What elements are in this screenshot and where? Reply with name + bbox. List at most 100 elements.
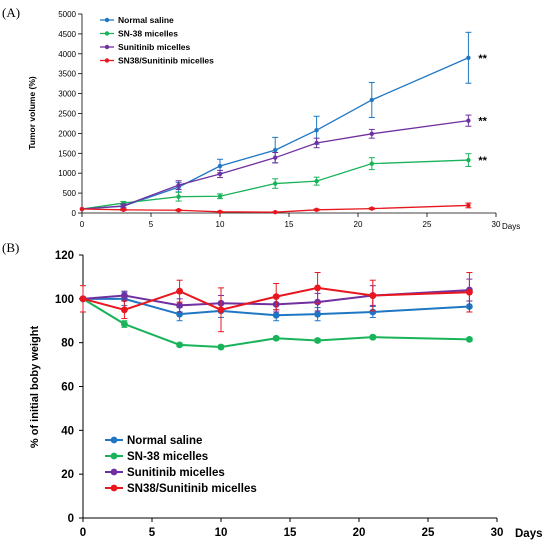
panel-a-y-tick-label: 0 — [72, 209, 77, 218]
panel-b-y-tick-label: 60 — [61, 382, 74, 394]
panel-b-series-sn-38-micelles-point — [314, 337, 321, 344]
panel-a-series-sn38-sunitinib-micelles-point — [369, 206, 374, 211]
panel-a-y-tick-label: 3500 — [58, 70, 76, 79]
panel-b-x-tick-label: 0 — [80, 527, 86, 539]
panel-a-legend-normal-saline-marker — [104, 17, 110, 23]
panel-b-x-tick-label: 25 — [422, 527, 435, 539]
panel-a-series-sn38-sunitinib-micelles-point — [466, 203, 471, 208]
panel-a-series-sunitinib-micelles-point — [217, 171, 223, 177]
panel-a-y-tick-label: 1000 — [58, 169, 76, 178]
panel-b-series-sn-38-micelles-point — [217, 343, 225, 351]
panel-b-plot: 0 5 10 15 20 25 30 0 20 40 60 80 100 120 Normal saline… — [55, 250, 504, 539]
panel-b-series-sn38-sunitinib-micelles — [79, 272, 473, 333]
panel-a-series-sunitinib-micelles-point — [273, 155, 278, 160]
panel-a-series-normal-saline-point — [369, 97, 374, 103]
panel-b-label: (B) — [2, 240, 19, 255]
panel-b-series-sn-38-micelles-point — [121, 320, 128, 328]
panel-b-series-sunitinib-micelles-point — [121, 292, 128, 299]
panel-a-series-sunitinib-micelles-point — [176, 182, 181, 188]
panel-a-x-tick-label: 10 — [216, 220, 225, 229]
panel-b-series-sn38-sunitinib-micelles-point — [121, 306, 128, 314]
panel-b-series-sn-38-micelles-point — [466, 335, 473, 343]
panel-a-legend-sunitinib-micelles-marker — [104, 44, 110, 50]
panel-b-series-normal-saline-point — [314, 310, 321, 318]
panel-b-legend-sn38-sunitinib-micelles: SN38/Sunitinib micelles — [105, 483, 257, 495]
panel-b-legend-sn-38-micelles-label: SN-38 micelles — [127, 451, 208, 463]
panel-a-y-tick-label: 500 — [63, 189, 77, 198]
panel-a-ylabel: Tumor volume (%) — [27, 76, 37, 150]
panel-b-y-tick-label: 80 — [61, 338, 74, 350]
panel-a-plot: 0 5 10 15 20 25 30 0 500 1000 1500 2000 2500 3000 3500… — [58, 10, 501, 229]
panel-a-series-normal-saline-point — [466, 55, 471, 60]
panel-b-series-sn-38-micelles — [79, 295, 473, 351]
panel-b-series-normal-saline-point — [369, 308, 377, 316]
panel-b-legend-sunitinib-micelles-label: Sunitinib micelles — [127, 467, 225, 479]
panel-b-x-tick-label: 15 — [284, 527, 297, 539]
panel-b-x-tick-label: 10 — [215, 527, 228, 539]
panel-b-y-tick-label: 100 — [55, 294, 74, 306]
panel-a-series-sunitinib-micelles-point — [314, 140, 319, 146]
panel-b-series-sn38-sunitinib-micelles-point — [272, 293, 280, 301]
panel-a-series-sn-38-micelles-point — [176, 194, 181, 199]
panel-a-y-tick-label: 1500 — [58, 149, 76, 158]
panel-a-series-sn-38-micelles-point — [314, 178, 319, 184]
panel-a-series-sn-38-micelles-point — [369, 161, 374, 166]
panel-a-series-normal-saline-point — [217, 163, 223, 169]
panel-a-significance-mark: ** — [478, 116, 487, 128]
panel-a-legend-sn38-sunitinib-micelles-label: SN38/Sunitinib micelles — [118, 56, 214, 66]
panel-a-x-tick-label: 0 — [80, 220, 85, 229]
panel-a-series-sn38-sunitinib-micelles-point — [314, 207, 319, 213]
panel-a-legend-normal-saline-label: Normal saline — [118, 15, 174, 25]
panel-b-y-tick-label: 40 — [61, 425, 74, 437]
panel-b-ylabel: % of initial boby weight — [29, 326, 41, 449]
panel-b-series-sn38-sunitinib-micelles-point — [217, 306, 225, 314]
panel-a-y-tick-label: 4000 — [58, 50, 76, 59]
panel-a-series-sn-38-micelles-point — [217, 194, 223, 199]
panel-b-series-sn38-sunitinib-micelles-line — [82, 286, 470, 311]
panel-a-series-sn38-sunitinib-micelles-point — [176, 208, 181, 213]
panel-b-x-tick-label: 20 — [353, 527, 366, 539]
panel-b-legend-normal-saline-label: Normal saline — [127, 435, 202, 447]
panel-a-legend-sn38-sunitinib-micelles: SN38/Sunitinib micelles — [100, 56, 214, 66]
panel-a-series-sunitinib-micelles-point — [466, 118, 471, 123]
panel-b-series-sn-38-micelles-line — [82, 297, 470, 349]
panel-a-series-sn38-sunitinib-micelles-line — [81, 204, 469, 213]
panel-a-y-tick-label: 2000 — [58, 129, 76, 138]
panel-b-series-sn-38-micelles-point — [176, 341, 184, 349]
panel-a-y-tick-label: 5000 — [58, 10, 76, 19]
panel-a-legend-normal-saline: Normal saline — [100, 15, 174, 25]
panel-a-series-sn38-sunitinib-micelles-point — [273, 210, 278, 215]
panel-b-y-tick-label: 20 — [61, 469, 74, 481]
panel-a-legend-sunitinib-micelles: Sunitinib micelles — [100, 42, 191, 52]
panel-b-series-normal-saline-line — [83, 297, 470, 317]
panel-a-series-sn-38-micelles-point — [466, 157, 471, 163]
panel-a-series-sn38-sunitinib-micelles-point — [121, 207, 126, 213]
panel-a-x-tick-label: 5 — [149, 220, 154, 229]
panel-b-series-sn38-sunitinib-micelles-point — [369, 292, 377, 299]
panel-a-xlabel: Days — [502, 222, 520, 231]
panel-a-label: (A) — [2, 5, 20, 20]
panel-b-x-tick-label: 5 — [149, 527, 156, 539]
panel-a-legend-sn-38-micelles: SN-38 micelles — [100, 29, 178, 39]
panel-b-series-sn38-sunitinib-micelles-point — [314, 284, 321, 292]
panel-a-series-sunitinib-micelles — [79, 114, 472, 212]
panel-a-legend-sn-38-micelles-label: SN-38 micelles — [118, 29, 178, 39]
panel-a-series-normal-saline-point — [314, 128, 319, 133]
panel-b-legend-sn38-sunitinib-micelles-label: SN38/Sunitinib micelles — [127, 483, 257, 495]
panel-a-series-sunitinib-micelles-line — [81, 120, 469, 210]
panel-b-legend-normal-saline: Normal saline — [105, 435, 202, 447]
panel-a-significance-mark: ** — [478, 53, 487, 65]
panel-a-x-tick-label: 25 — [423, 220, 432, 229]
panel-b-series-sn-38-micelles-point — [369, 333, 377, 341]
panel-a-series-sn38-sunitinib-micelles — [79, 202, 472, 215]
panel-a-series-sn-38-micelles-point — [273, 181, 278, 186]
panel-a-series-sn38-sunitinib-micelles-point — [79, 206, 85, 212]
panel-a-series-sn38-sunitinib-micelles-point — [217, 209, 223, 215]
panel-b-series-sn38-sunitinib-micelles-point — [176, 287, 184, 295]
panel-a-y-tick-label: 2500 — [58, 110, 76, 119]
panel-a-series-sunitinib-micelles-point — [369, 131, 374, 136]
panel-b-series-sn38-sunitinib-micelles-point — [466, 288, 473, 296]
panel-b-x-tick-label: 30 — [491, 527, 504, 539]
panel-a-significance-mark: ** — [478, 155, 487, 167]
panel-a-x-tick-label: 15 — [285, 220, 294, 229]
